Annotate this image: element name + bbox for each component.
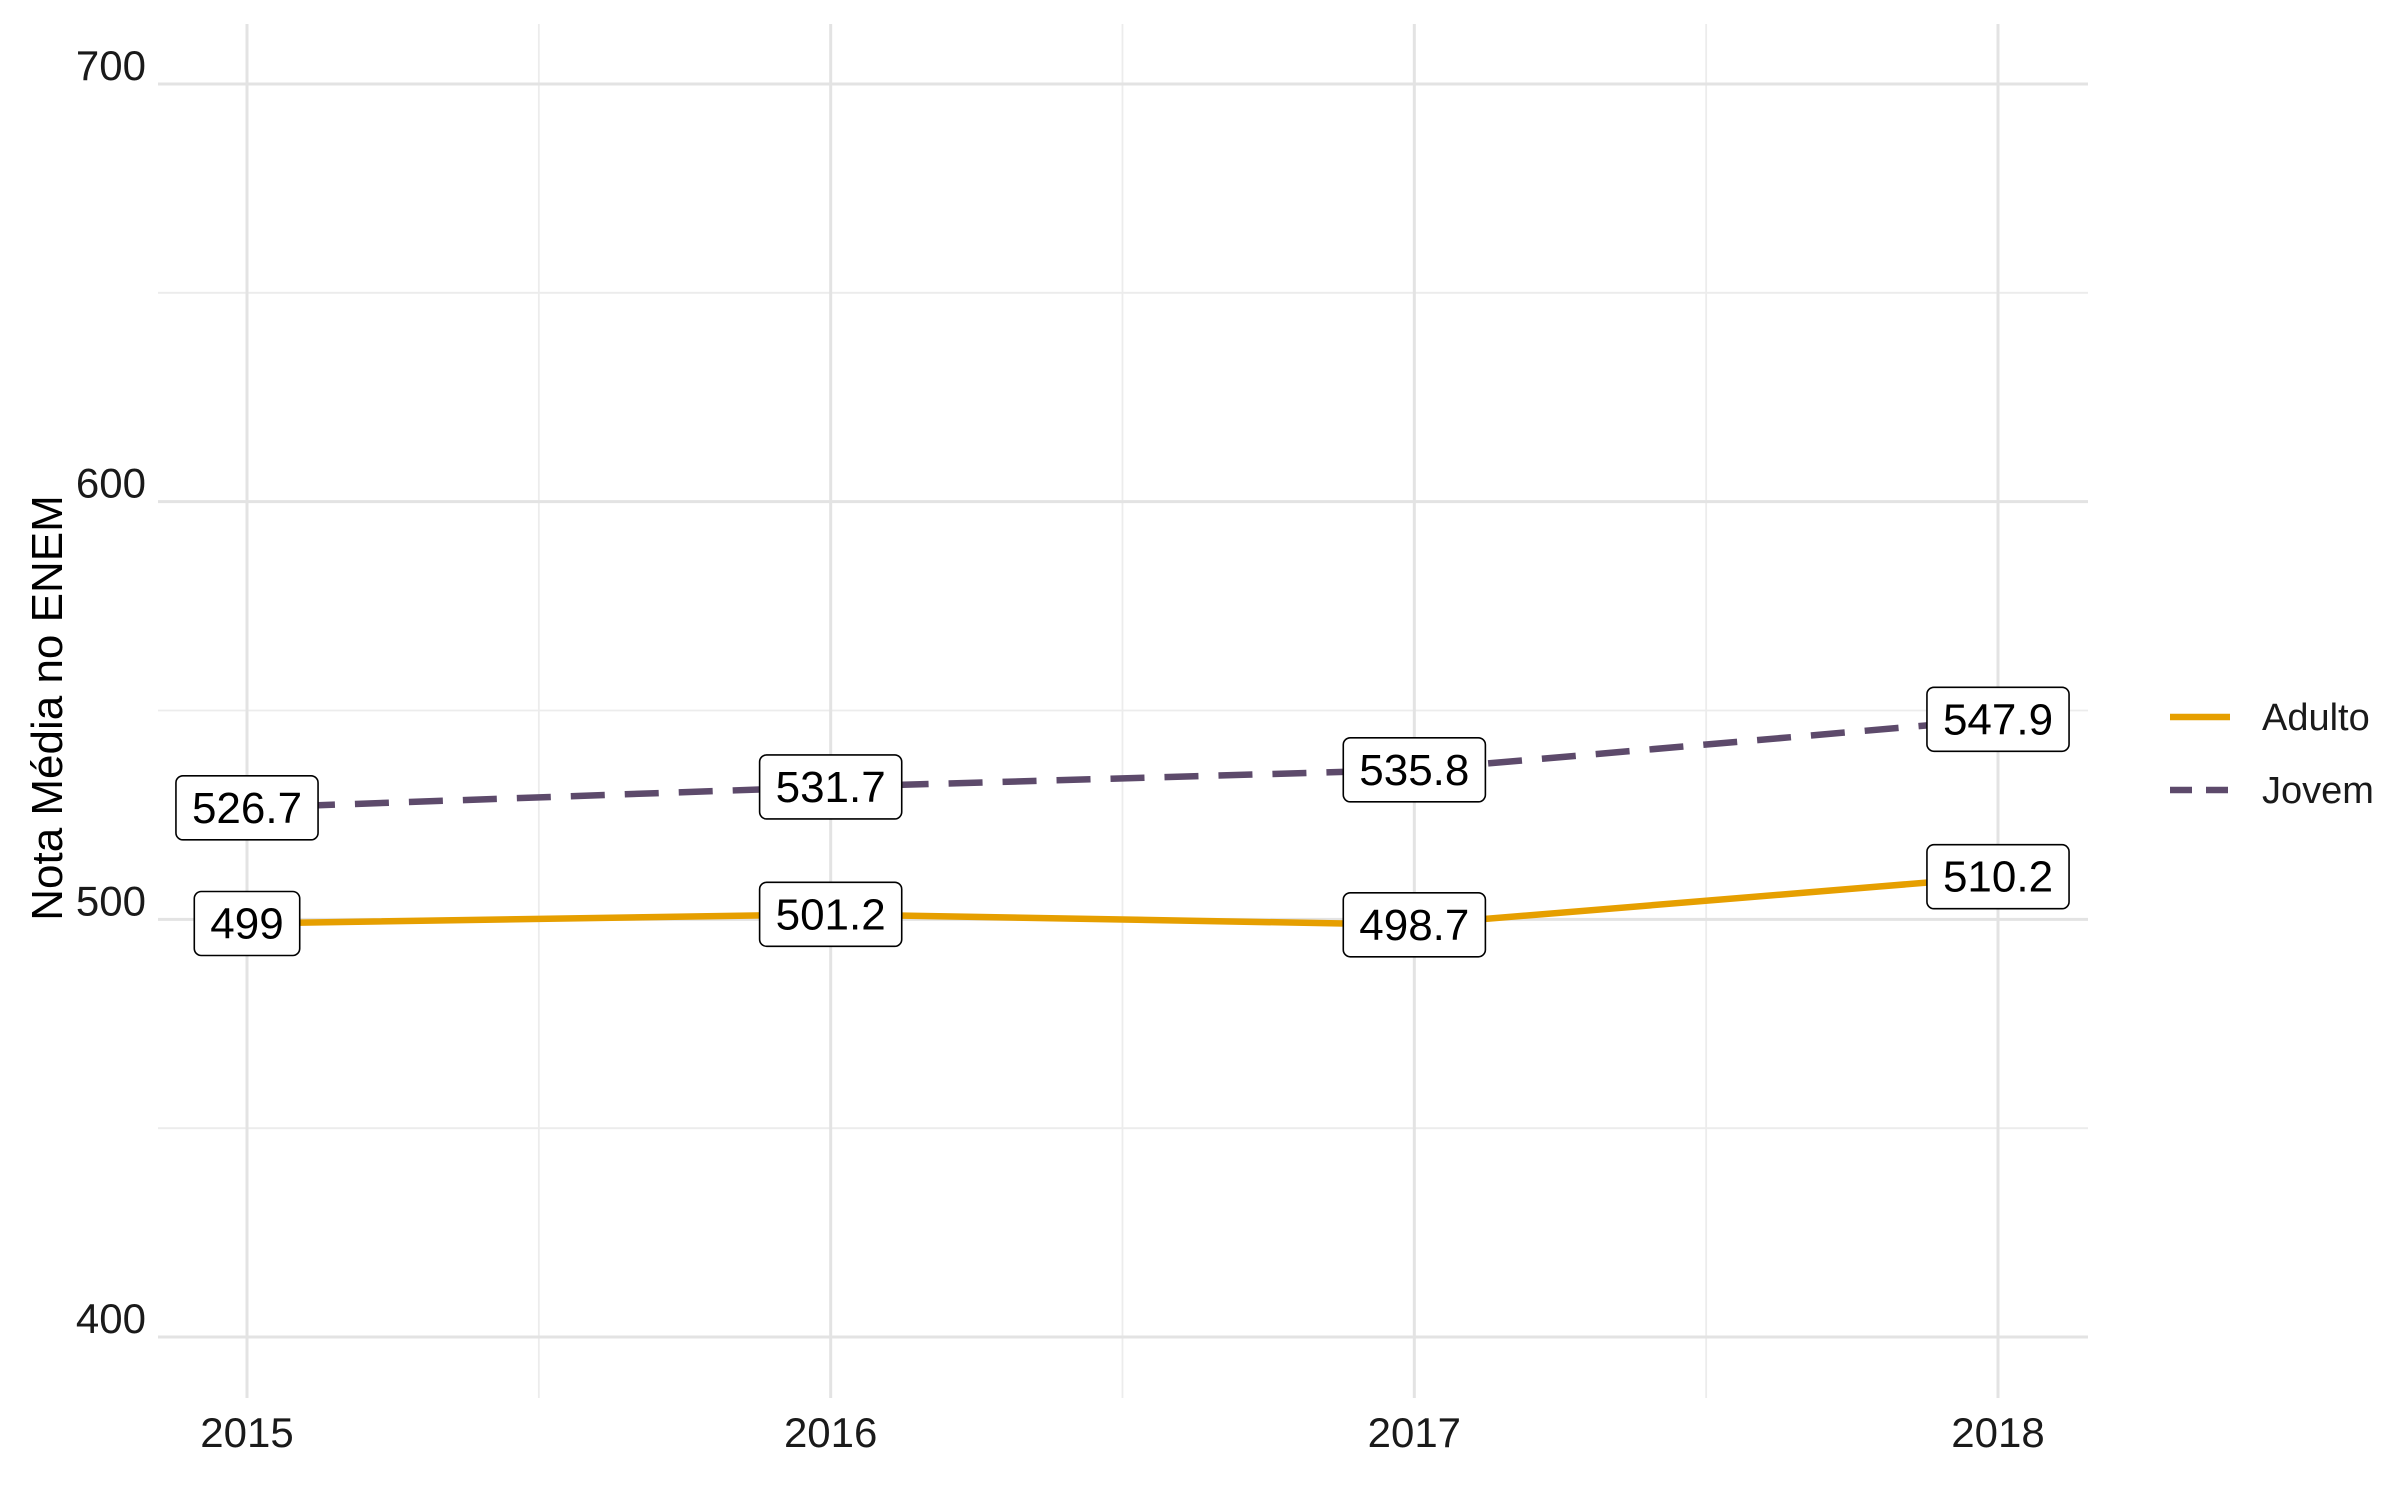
data-label-text: 547.9 xyxy=(1943,695,2053,744)
data-label-text: 498.7 xyxy=(1359,901,1469,950)
data-label-box xyxy=(1926,686,2070,753)
data-label-text: 510.2 xyxy=(1943,853,2053,902)
data-label-text: 501.2 xyxy=(776,890,886,939)
data-label-text: 526.7 xyxy=(192,784,302,833)
data-label-box xyxy=(175,775,319,841)
data-label-adulto: 510.2 xyxy=(1926,843,2070,910)
x-axis-tick-labels: 2015 2016 2017 2018 xyxy=(200,1409,2044,1456)
data-label-text: 535.8 xyxy=(1359,746,1469,795)
x-tick-label: 2015 xyxy=(200,1409,293,1456)
data-label-jovem: 547.9 xyxy=(1926,686,2070,753)
data-label-adulto: 501.2 xyxy=(758,881,903,948)
legend: Adulto Jovem xyxy=(2170,697,2374,812)
data-label-jovem: 535.8 xyxy=(1342,737,1487,803)
data-label-text: 531.7 xyxy=(776,763,886,812)
data-label-box xyxy=(193,890,301,957)
series-lines xyxy=(246,716,1999,929)
x-tick-label: 2018 xyxy=(1951,1409,2044,1456)
series-line-adulto xyxy=(246,873,1999,929)
data-label-adulto: 499 xyxy=(193,890,301,957)
legend-label-adulto: Adulto xyxy=(2262,697,2370,739)
y-axis-tick-labels: 400 500 600 700 xyxy=(76,42,146,1342)
data-label-jovem: 531.7 xyxy=(758,754,903,820)
series-line-jovem xyxy=(246,716,1999,812)
data-label-text: 499 xyxy=(210,900,283,949)
y-axis-title: Nota Média no ENEM xyxy=(23,495,72,921)
data-label-box xyxy=(1342,891,1487,958)
data-labels: 499 501.2 498.7 510.2 526.7 531.7 535.8 547.9 xyxy=(175,686,2070,958)
y-tick-label: 700 xyxy=(76,42,146,89)
y-tick-label: 400 xyxy=(76,1295,146,1342)
data-label-box xyxy=(758,754,903,820)
data-label-box xyxy=(1926,843,2070,910)
minor-grid xyxy=(158,24,2088,1398)
legend-label-jovem: Jovem xyxy=(2262,770,2374,812)
data-label-jovem: 526.7 xyxy=(175,775,319,841)
y-tick-label: 500 xyxy=(76,877,146,924)
data-label-box xyxy=(758,881,903,948)
data-label-box xyxy=(1342,737,1487,803)
y-tick-label: 600 xyxy=(76,460,146,507)
x-tick-label: 2016 xyxy=(784,1409,877,1456)
x-tick-label: 2017 xyxy=(1368,1409,1461,1456)
data-label-adulto: 498.7 xyxy=(1342,891,1487,958)
